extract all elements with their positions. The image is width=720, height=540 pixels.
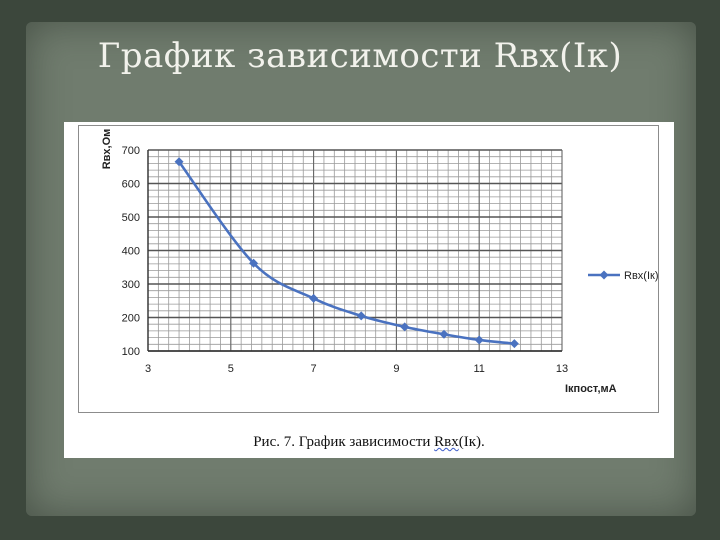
data-point bbox=[400, 322, 410, 332]
y-tick-label: 100 bbox=[122, 346, 140, 358]
chart-frame: 100 200 300 400 500 600 700 3 5 7 9 11 13 Rвх,Ом Iк… bbox=[78, 125, 659, 413]
axes bbox=[147, 150, 562, 352]
legend: Rвх(Iк) bbox=[588, 270, 658, 282]
x-tick-label: 5 bbox=[228, 363, 234, 375]
series-line bbox=[178, 160, 515, 345]
caption-term: Rвх bbox=[434, 434, 459, 450]
y-tick-label: 400 bbox=[122, 246, 140, 258]
y-tick-label: 600 bbox=[122, 179, 140, 191]
x-tick-label: 3 bbox=[145, 363, 151, 375]
x-tick-label: 7 bbox=[311, 363, 317, 375]
y-tick-label: 300 bbox=[122, 279, 140, 291]
y-tick-labels: 100 200 300 400 500 600 700 bbox=[122, 145, 140, 358]
data-point bbox=[356, 311, 366, 321]
x-tick-label: 9 bbox=[393, 363, 399, 375]
x-tick-label: 11 bbox=[473, 363, 484, 375]
data-point bbox=[439, 329, 449, 339]
chart: 100 200 300 400 500 600 700 3 5 7 9 11 13 Rвх,Ом Iк… bbox=[101, 129, 658, 395]
data-point bbox=[509, 339, 519, 349]
caption-prefix: Рис. 7. График зависимости bbox=[253, 434, 435, 450]
y-tick-label: 500 bbox=[122, 212, 140, 224]
legend-label: Rвх(Iк) bbox=[624, 270, 658, 282]
data-point bbox=[174, 157, 184, 167]
figure-caption: Рис. 7. График зависимости Rвх(Iк). bbox=[64, 434, 674, 451]
x-axis-label: Iкпост,мА bbox=[565, 383, 617, 395]
data-point bbox=[249, 258, 259, 268]
figure-image: 100 200 300 400 500 600 700 3 5 7 9 11 13 Rвх,Ом Iк… bbox=[64, 122, 674, 458]
y-axis-label: Rвх,Ом bbox=[101, 129, 113, 170]
y-tick-label: 700 bbox=[122, 145, 140, 157]
y-tick-label: 200 bbox=[122, 313, 140, 325]
legend-marker bbox=[599, 270, 609, 280]
data-point bbox=[474, 335, 484, 345]
x-tick-labels: 3 5 7 9 11 13 bbox=[145, 363, 568, 375]
x-tick-label: 13 bbox=[556, 363, 568, 375]
data-point bbox=[309, 293, 319, 303]
series-group bbox=[174, 157, 519, 349]
slide-title: График зависимости Rвх(Iк) bbox=[97, 36, 623, 76]
caption-suffix: (Iк). bbox=[458, 434, 485, 450]
